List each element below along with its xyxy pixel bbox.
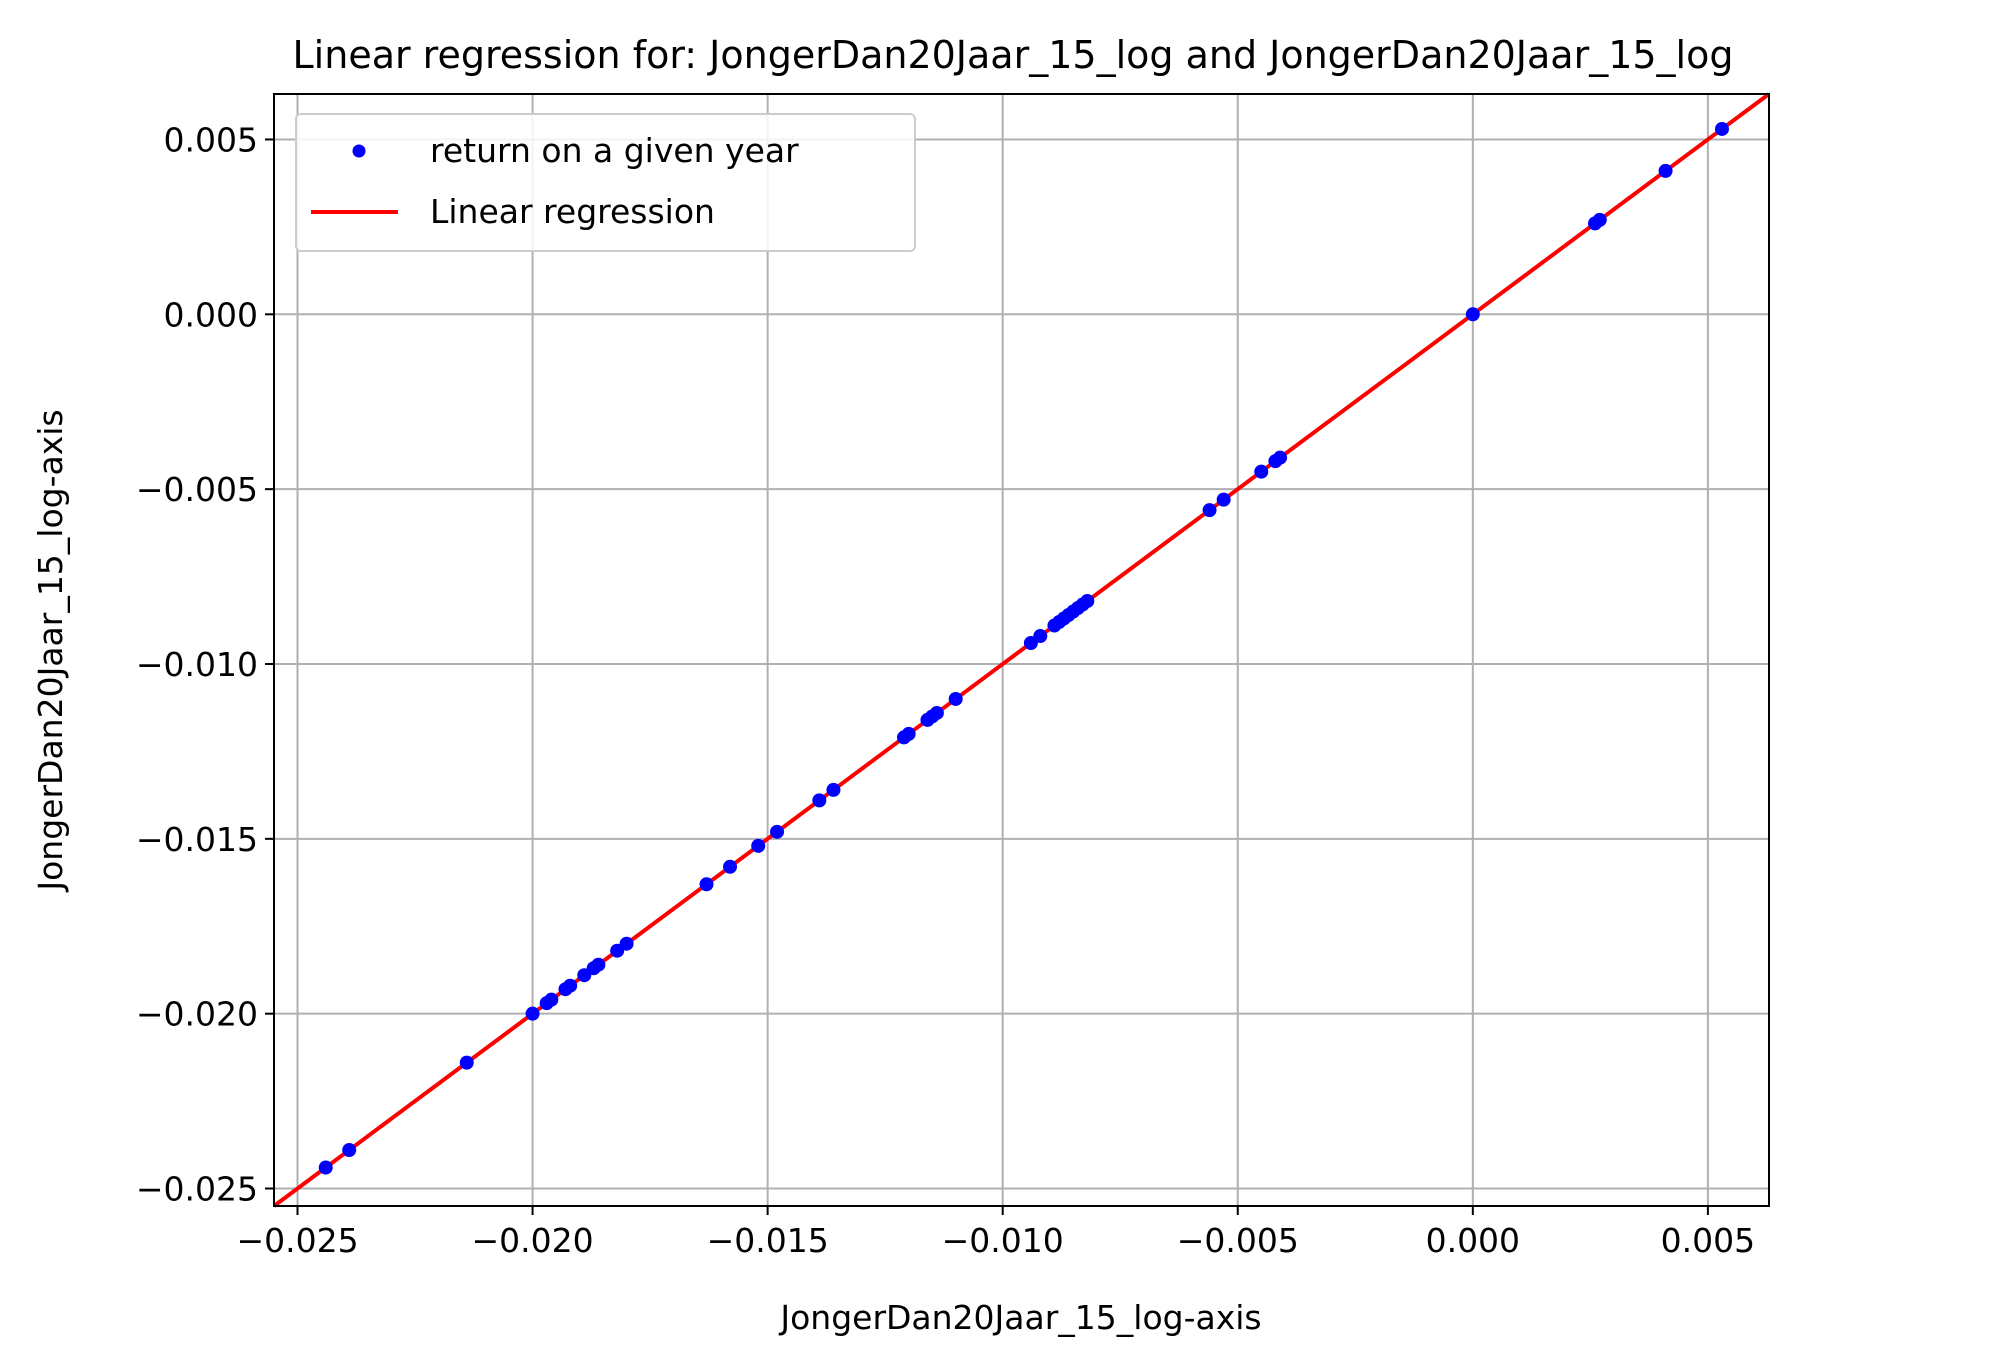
legend-box (295, 113, 916, 252)
x-axis-ticks: −0.025 −0.020 −0.015 −0.010 −0.005 0.000 0.005 (236, 1206, 1755, 1260)
data-point (1465, 307, 1480, 322)
y-axis-label: JongerDan20Jaar_15_log-axis (31, 409, 70, 892)
data-point (1273, 450, 1288, 465)
data-point (751, 838, 766, 853)
y-tick-label: −0.020 (136, 995, 258, 1034)
chart-title: Linear regression for: JongerDan20Jaar_1… (293, 33, 1734, 77)
grid-lines (274, 94, 1769, 1206)
data-point (812, 793, 827, 808)
data-point (563, 978, 578, 993)
y-tick-label: −0.015 (136, 820, 258, 859)
data-point (1254, 464, 1269, 479)
legend-scatter-label: return on a given year (430, 131, 799, 170)
x-tick-label: 0.000 (1426, 1221, 1520, 1260)
x-tick-label: −0.020 (472, 1221, 594, 1260)
regression-line-layer (272, 92, 1771, 1208)
x-axis-label: JongerDan20Jaar_15_log-axis (778, 1298, 1261, 1337)
data-point (929, 705, 944, 720)
data-point (826, 782, 841, 797)
data-point (318, 1160, 333, 1175)
scatter-points (318, 121, 1729, 1175)
y-tick-label: −0.005 (136, 470, 258, 509)
data-point (948, 691, 963, 706)
legend-line-label: Linear regression (430, 192, 715, 231)
y-tick-label: 0.000 (164, 295, 258, 334)
legend: return on a given year Linear regression (295, 113, 916, 252)
data-point (901, 726, 916, 741)
data-point (1714, 121, 1729, 136)
data-point (619, 936, 634, 951)
data-point (770, 824, 785, 839)
data-point (1033, 629, 1048, 644)
data-point (591, 957, 606, 972)
data-point (544, 992, 559, 1007)
data-point (459, 1055, 474, 1070)
x-tick-label: −0.010 (942, 1221, 1064, 1260)
y-tick-label: −0.010 (136, 645, 258, 684)
y-tick-label: −0.025 (136, 1170, 258, 1209)
legend-scatter-marker (352, 144, 366, 158)
x-tick-label: −0.015 (707, 1221, 829, 1260)
x-tick-label: 0.005 (1661, 1221, 1755, 1260)
data-point (699, 877, 714, 892)
data-point (342, 1143, 357, 1158)
data-point (1216, 492, 1231, 507)
plot-area-frame (273, 93, 1770, 1207)
data-point (1202, 503, 1217, 518)
x-tick-label: −0.025 (236, 1221, 358, 1260)
x-tick-label: −0.005 (1177, 1221, 1299, 1260)
regression-line (272, 92, 1771, 1208)
y-tick-label: 0.005 (164, 120, 258, 159)
data-point (525, 1006, 540, 1021)
data-point (1658, 163, 1673, 178)
data-point (723, 859, 738, 874)
data-point (1080, 594, 1095, 609)
y-axis-ticks: −0.025 −0.020 −0.015 −0.010 −0.005 0.000 0.005 (136, 120, 274, 1209)
data-point (1592, 212, 1607, 227)
